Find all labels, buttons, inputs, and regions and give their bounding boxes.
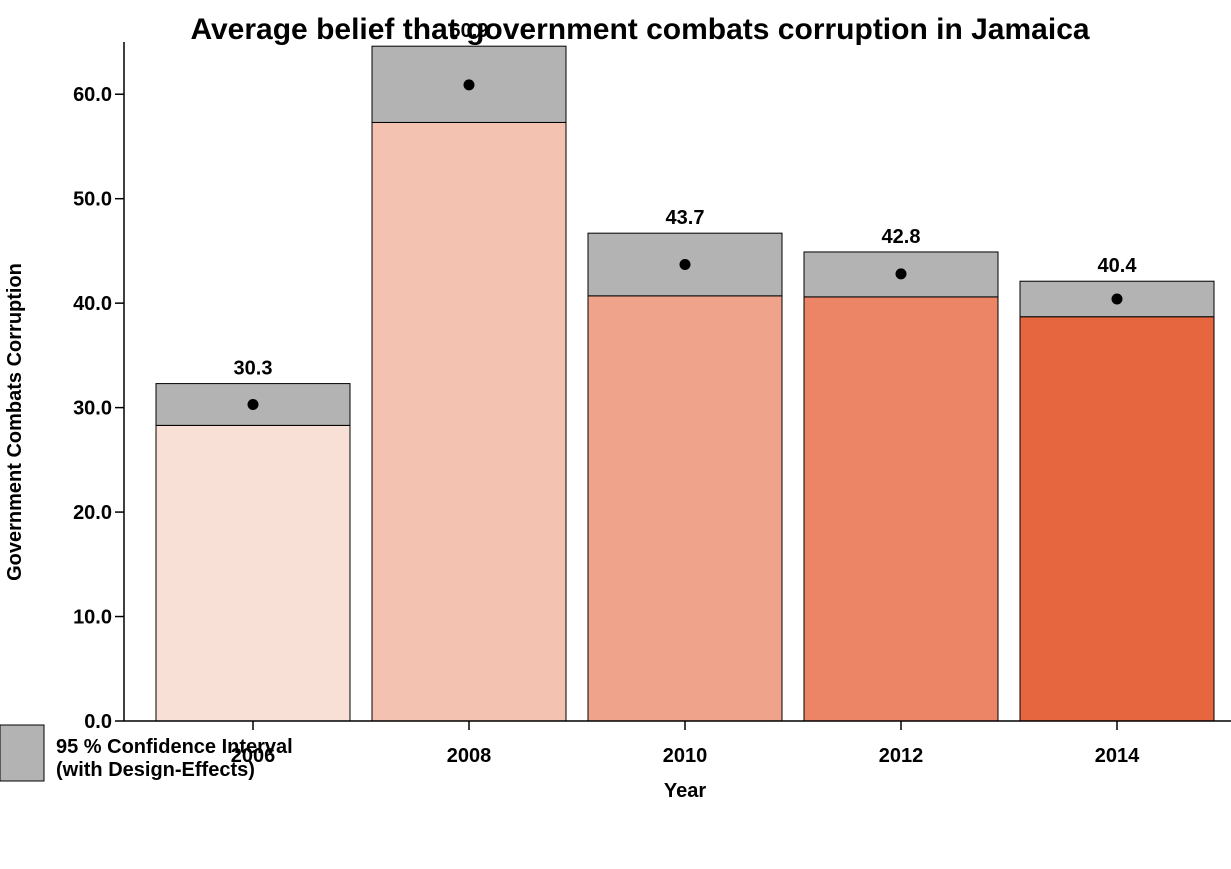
x-axis: 2006 2008 2010 2012 2014 <box>124 720 1231 767</box>
data-label: 40.4 <box>1098 255 1138 277</box>
x-axis-title: Year <box>664 780 706 802</box>
y-tick-label: 20.0 <box>73 502 112 524</box>
bar <box>371 121 567 722</box>
data-label: 43.7 <box>666 207 705 229</box>
mean-point <box>1111 293 1123 305</box>
y-tick-label: 40.0 <box>73 293 112 315</box>
y-tick-label: 10.0 <box>73 607 112 629</box>
bar <box>587 295 783 722</box>
x-tick-label: 2006 <box>231 745 276 767</box>
x-tick-label: 2010 <box>663 745 708 767</box>
legend-label-line1: 95 % Confidence Interval <box>56 736 293 758</box>
x-tick-label: 2012 <box>879 745 924 767</box>
mean-point <box>895 268 907 280</box>
data-label: 42.8 <box>882 226 921 248</box>
y-axis: 0.0 10.0 20.0 30.0 40.0 50.0 60.0 <box>73 42 125 733</box>
data-label: 30.3 <box>234 358 273 380</box>
data-label: 60.9 <box>450 20 489 42</box>
mean-point <box>679 259 691 271</box>
y-tick-label: 60.0 <box>73 84 112 106</box>
bar <box>1019 316 1215 722</box>
bars-group: 30.3 60.9 43.7 42.8 40.4 <box>155 20 1215 722</box>
mean-point <box>463 79 475 91</box>
x-tick-label: 2008 <box>447 745 492 767</box>
bar <box>803 296 999 722</box>
y-tick-label: 30.0 <box>73 398 112 420</box>
bar <box>155 424 351 722</box>
mean-point <box>247 398 259 410</box>
x-tick-label: 2014 <box>1095 745 1140 767</box>
legend-label-line2: (with Design-Effects) <box>56 759 255 781</box>
legend: 95 % Confidence Interval (with Design-Ef… <box>0 724 293 782</box>
y-tick-label: 0.0 <box>84 711 112 733</box>
legend-swatch <box>0 724 45 782</box>
chart-title: Average belief that government combats c… <box>190 13 1089 46</box>
y-axis-title: Government Combats Corruption <box>4 263 26 581</box>
y-tick-label: 50.0 <box>73 189 112 211</box>
